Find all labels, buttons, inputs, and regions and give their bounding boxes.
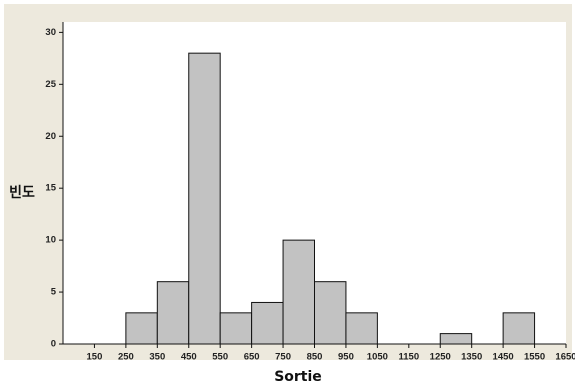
x-tick-label: 850: [307, 352, 323, 363]
histogram-bar: [314, 281, 347, 345]
histogram-bar: [251, 301, 284, 345]
histogram-bar: [219, 312, 253, 345]
x-tick-label: 450: [181, 352, 197, 363]
bars-layer: [125, 52, 536, 345]
x-tick-label: 1550: [524, 352, 545, 363]
x-tick-label: 950: [338, 352, 354, 363]
histogram-bar: [502, 312, 536, 345]
x-tick-label: 1250: [430, 352, 451, 363]
histogram-bar: [125, 312, 158, 345]
y-tick-label: 5: [51, 287, 57, 298]
x-tick-label: 1350: [461, 352, 482, 363]
histogram-bar: [345, 312, 378, 345]
histogram-bar: [188, 52, 221, 345]
x-tick-label: 350: [149, 352, 165, 363]
y-tick-label: 25: [45, 79, 56, 90]
x-axis-title: Sortie: [274, 369, 322, 385]
y-tick-label: 0: [51, 339, 56, 350]
x-tick-label: 150: [87, 352, 103, 363]
histogram-bar: [156, 281, 190, 345]
histogram-bar: [282, 239, 315, 345]
x-tick-label: 750: [275, 352, 291, 363]
histogram-bar: [439, 333, 473, 345]
y-tick-label: 20: [45, 131, 56, 142]
x-tick-label: 1650: [555, 352, 575, 363]
x-tick-label: 250: [118, 352, 134, 363]
ticks-layer: 0 5 10 15 20 25 30 150 250 350 450 550 650 750 850 950 1…: [45, 27, 575, 363]
x-tick-label: 1050: [367, 352, 388, 363]
x-tick-label: 650: [244, 352, 260, 363]
y-tick-label: 15: [45, 183, 56, 194]
y-tick-label: 30: [45, 27, 56, 38]
x-tick-label: 1150: [399, 352, 420, 363]
y-tick-label: 10: [45, 235, 56, 246]
y-axis-title: 빈도: [9, 185, 35, 201]
x-tick-label: 1450: [493, 352, 514, 363]
x-tick-label: 550: [212, 352, 228, 363]
